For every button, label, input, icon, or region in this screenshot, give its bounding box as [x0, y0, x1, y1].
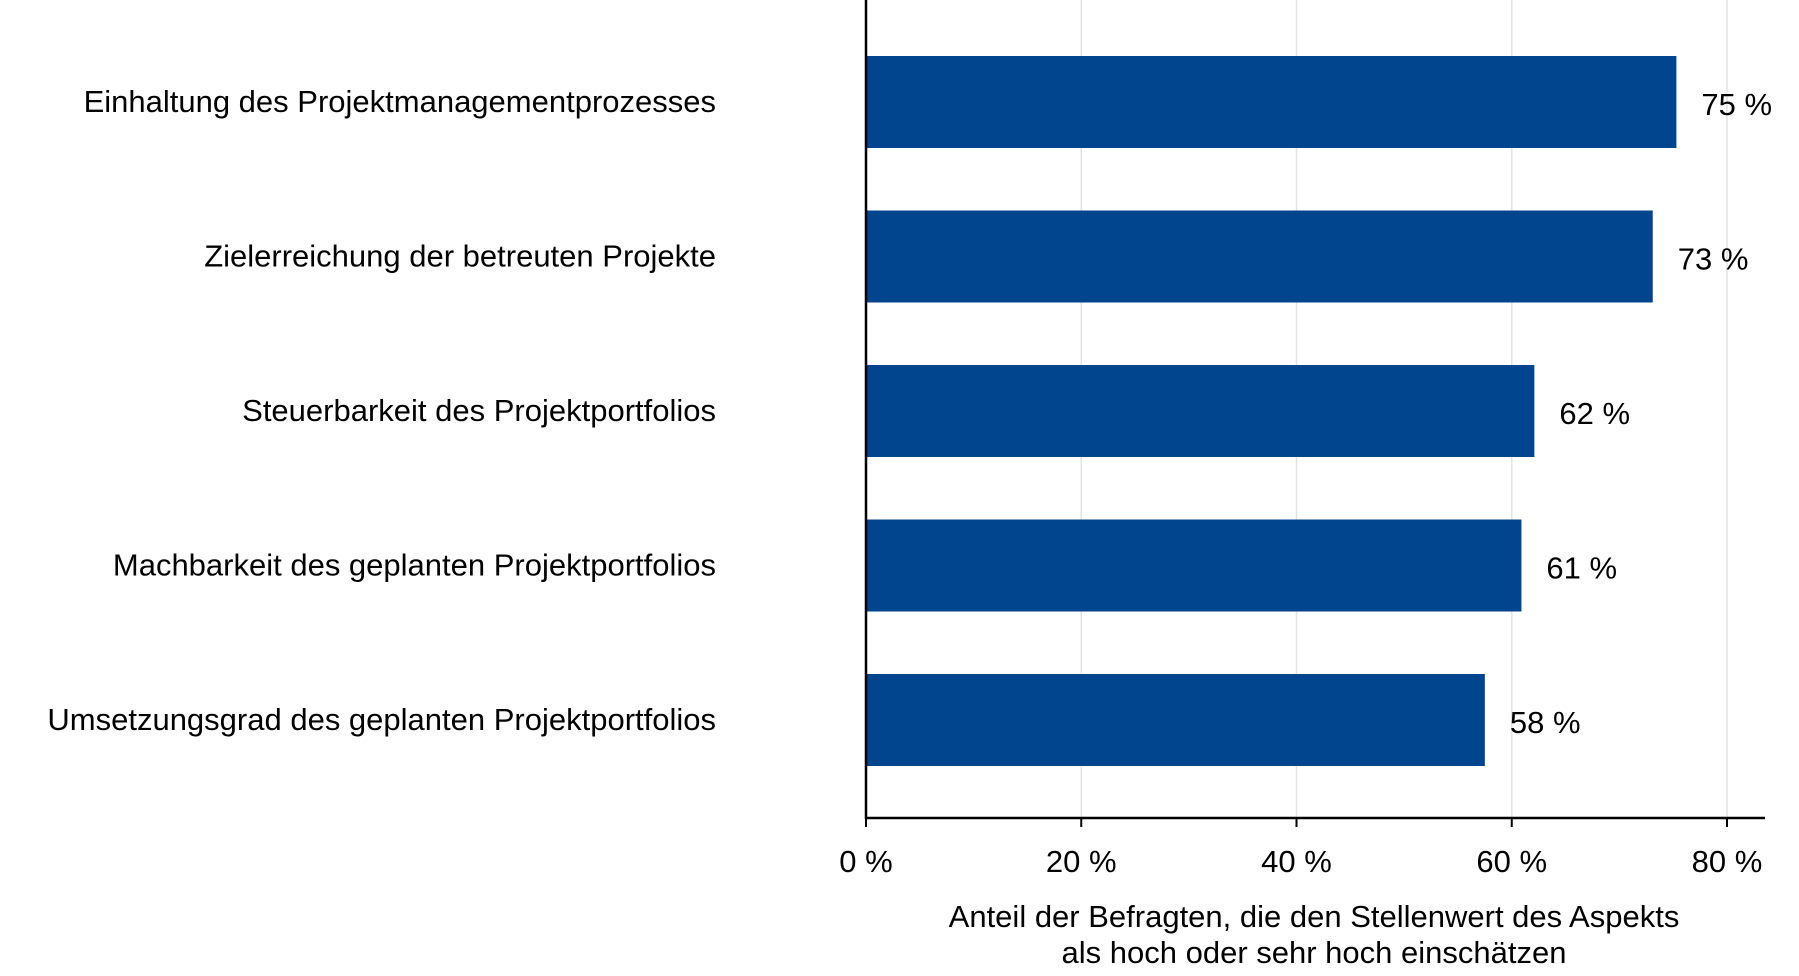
category-label-4: Machbarkeit des geplanten Projektportfol…	[113, 548, 716, 583]
bar-5	[866, 674, 1485, 766]
x-tick-label-80: 80 %	[1692, 844, 1763, 879]
axes	[864, 0, 1765, 827]
bar-4	[866, 519, 1522, 612]
x-tick-label-0: 0 %	[839, 844, 892, 879]
x-tick-label-60: 60 %	[1476, 844, 1547, 879]
value-label-1: 75 %	[1701, 87, 1772, 122]
value-label-3: 62 %	[1559, 396, 1630, 431]
labels: Einhaltung des Projektmanagementprozesse…	[47, 84, 1772, 970]
category-label-1: Einhaltung des Projektmanagementprozesse…	[84, 84, 716, 119]
value-label-2: 73 %	[1678, 242, 1749, 277]
value-label-5: 58 %	[1510, 705, 1581, 740]
bar-2	[866, 210, 1653, 303]
x-tick-label-20: 20 %	[1046, 844, 1117, 879]
bar-1	[866, 56, 1677, 148]
category-label-3: Steuerbarkeit des Projektportfolios	[242, 393, 716, 428]
category-label-2: Zielerreichung der betreuten Projekte	[204, 239, 716, 274]
value-label-4: 61 %	[1546, 551, 1617, 586]
bar-3	[866, 365, 1535, 457]
category-label-5: Umsetzungsgrad des geplanten Projektport…	[47, 702, 716, 737]
x-axis-title-line-2: als hoch oder sehr hoch einschätzen	[1062, 935, 1567, 970]
bars	[866, 56, 1677, 766]
x-axis-title-line-1: Anteil der Befragten, die den Stellenwer…	[949, 899, 1680, 934]
x-tick-label-40: 40 %	[1261, 844, 1332, 879]
